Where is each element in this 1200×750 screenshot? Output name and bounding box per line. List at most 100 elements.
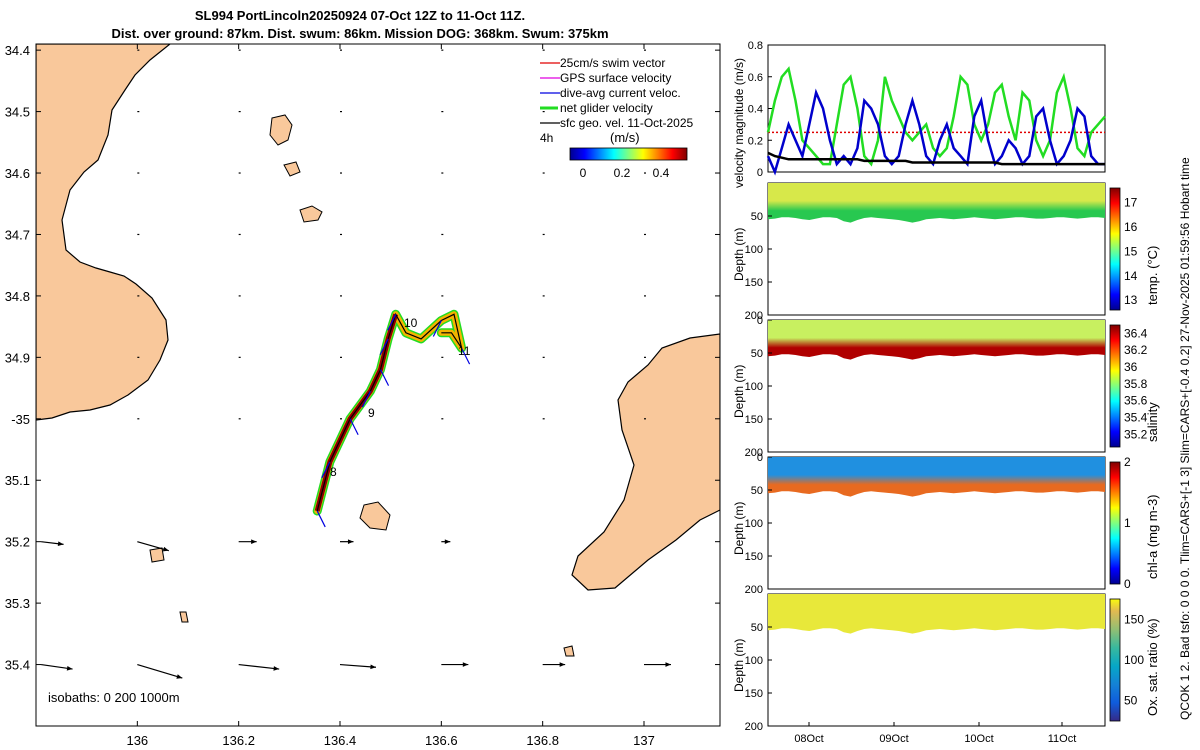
colorbar-tick-label: 36.4 [1124,326,1148,340]
geostrophic-vectors [40,49,671,679]
map-y-tick-label: 34.4 [5,43,30,58]
legend-net-label: net glider velocity [560,101,653,115]
island-7 [563,645,575,657]
colorbar-tick-label: 2 [1124,455,1131,469]
section-colorbar [1109,324,1121,448]
geo-vector [137,663,183,679]
section-tick-label: 50 [751,622,763,634]
geo-vector-head [57,541,64,547]
map-colorbar [569,147,688,161]
velocity-tick-label: 0 [757,167,763,179]
section-tick-label: 150 [745,277,763,289]
section-colorbar-label: chl-a (mg m-3) [1145,494,1160,579]
track-label-10: 10 [404,316,418,330]
track-label-8: 8 [330,465,337,479]
velocity-tick-label: 0.2 [748,135,763,147]
section-tick-label: 50 [751,211,763,223]
land-eyre-peninsula [36,44,171,421]
current-arrow [316,510,326,528]
geo-vector-head [273,666,280,671]
track-label-11: 11 [458,344,471,358]
velocity-tick-label: 0.8 [748,40,763,52]
island-5 [149,547,165,563]
section-data [768,320,1105,360]
current-arrow [461,347,471,365]
section-tick-label: 150 [745,688,763,700]
map-y-tick-label: 34.9 [5,350,30,365]
section-tick-label: 100 [745,381,763,393]
velocity-ylabel: velocity magnitude (m/s) [732,58,746,188]
velocity-panel: 0 0.2 0.4 0.6 0.8 velocity magnitude (m/s) [732,40,1106,188]
colorbar-tick-label: 50 [1124,694,1138,708]
geo-vector-head [251,539,257,545]
section-data [768,183,1105,223]
velocity-lines [766,66,1106,176]
geo-vector-head [162,546,169,552]
section-ylabel: Depth (m) [732,639,746,692]
map-y-tick-label: 35.3 [5,596,30,611]
legend-swim-label: 25cm/s swim vector [560,56,665,70]
map-frame [35,43,721,727]
geo-vector-head [444,539,451,545]
colorbar-tick-label: 16 [1124,220,1138,234]
island-6 [179,611,189,623]
velocity-tick-label: 0.6 [748,72,763,84]
section-tick-label: 100 [745,518,763,530]
geo-vector-head [347,539,354,545]
map-x-axis: 136 136.2 136.4 136.6 136.8 137 [126,44,655,748]
map-x-tick-label: 137 [633,733,655,748]
land-layer [36,44,720,657]
section-colorbar-label: temp. (°C) [1145,246,1160,305]
section-tick-label: 200 [745,584,763,596]
map-y-tick-label: 34.8 [5,289,30,304]
island-4 [359,501,391,531]
section-tick-label: 150 [745,551,763,563]
section-chlorophyll: 0 50 100 150 200 Depth (m) 0 1 2 chl-a (mg m-3) [732,452,1160,596]
colorbar-tick-label: 13 [1124,293,1138,307]
map-y-axis: 34.4 34.5 34.6 34.7 34.8 34.9 -35 35.1 35.2 35.3 3… [5,43,720,673]
map-colorbar-tick-0: 0 [580,166,587,180]
section-ylabel: Depth (m) [732,365,746,418]
section-tick-label: 100 [745,655,763,667]
section-data [768,457,1105,497]
colorbar-tick-label: 100 [1124,653,1144,667]
map-x-tick-label: 136 [126,733,148,748]
section-temperature: 50 100 150 200 Depth (m) 13 14 15 16 17 temp. (°C) [732,182,1160,322]
geo-vector-head [370,664,376,670]
velocity-y-axis: 0 0.2 0.4 0.6 0.8 [748,40,772,179]
island-2 [299,205,323,223]
section-ylabel: Depth (m) [732,502,746,555]
colorbar-tick-label: 150 [1124,612,1144,626]
time-label-08oct: 08Oct [794,733,823,745]
time-label-10oct: 10Oct [964,733,993,745]
velocity-tick-label: 0.4 [748,104,763,116]
legend-sfc-label: sfc geo. vel. 11-Oct-2025 [560,116,694,130]
current-arrow [432,320,442,337]
map-y-tick-label: -35 [11,412,30,427]
geo-vector [339,663,377,668]
chart-title-line2: Dist. over ground: 87km. Dist. swum: 86k… [111,26,609,41]
section-salinity: 0 50 100 150 200 Depth (m) 35.2 35.4 35.6 35.8 36 3… [732,315,1160,459]
map-colorbar-unit: (m/s) [610,130,640,145]
map-y-tick-label: 34.7 [5,227,30,242]
current-arrow [379,338,389,356]
map-panel: 136 136.2 136.4 136.6 136.8 137 34.434.534.63… [5,43,721,748]
colorbar-tick-label: 0 [1124,577,1131,591]
chart-title-line1: SL994 PortLincoln20250924 07-Oct 12Z to … [194,8,526,23]
time-label-11oct: 11Oct [1048,733,1077,745]
geo-vector-head [559,662,566,667]
section-colorbar [1109,461,1121,585]
map-legend: 25cm/s swim vector GPS surface velocity … [540,56,694,180]
colorbar-tick-label: 36.2 [1124,343,1148,357]
colorbar-tick-label: 35.4 [1124,411,1148,425]
geo-vector-head [176,674,183,679]
map-x-tick-label: 136.4 [324,733,357,748]
section-tick-label: 200 [745,310,763,322]
map-y-tick-label: 34.6 [5,166,30,181]
section-ylabel: Depth (m) [732,228,746,281]
legend-4h: 4h [540,131,553,145]
section-colorbar-label: salinity [1145,402,1160,442]
colorbar-tick-label: 35.6 [1124,394,1148,408]
